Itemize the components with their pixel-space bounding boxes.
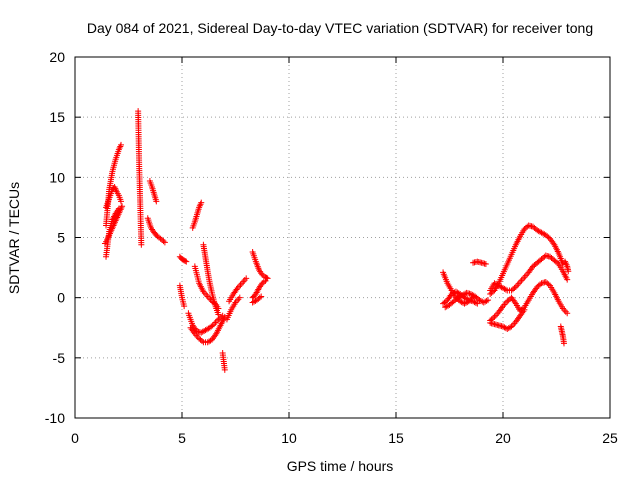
data-point-interp xyxy=(483,297,490,304)
y-tick-label: -5 xyxy=(53,350,66,366)
data-point xyxy=(564,276,571,283)
data-point-interp xyxy=(545,281,552,288)
data-point xyxy=(485,297,492,304)
x-tick-label: 0 xyxy=(71,430,79,446)
data-point-interp xyxy=(198,337,205,344)
data-point xyxy=(161,239,168,246)
y-axis-label: SDTVAR / TECUs xyxy=(6,182,22,294)
data-point-interp xyxy=(511,285,518,292)
y-tick-label: -10 xyxy=(45,410,65,426)
data-point-interp xyxy=(472,299,479,306)
x-tick-labels: 0 5 10 15 20 25 xyxy=(71,430,618,446)
data-point xyxy=(236,294,243,301)
x-axis-label: GPS time / hours xyxy=(287,458,394,474)
data-point xyxy=(119,203,126,210)
data-point xyxy=(565,268,572,275)
data-point xyxy=(521,306,528,313)
data-point xyxy=(221,366,228,373)
data-point-interp xyxy=(218,313,225,320)
x-tick-label: 10 xyxy=(281,430,297,446)
y-tick-label: 5 xyxy=(57,230,65,246)
data-point-interp xyxy=(256,294,263,301)
data-point-interp xyxy=(502,286,509,293)
data-point xyxy=(474,300,481,307)
y-tick-label: 0 xyxy=(57,290,65,306)
x-tick-label: 25 xyxy=(602,430,618,446)
data-point xyxy=(118,141,125,148)
data-point xyxy=(564,310,571,317)
y-tick-label: 15 xyxy=(49,109,65,125)
axis-ticks xyxy=(74,56,611,419)
data-point-interp xyxy=(182,257,189,264)
data-point xyxy=(198,199,205,206)
data-point xyxy=(262,277,269,284)
data-point-interp xyxy=(160,238,167,245)
data-point xyxy=(115,205,122,212)
data-point-interp xyxy=(263,274,270,281)
data-point xyxy=(118,198,125,205)
data-point-interp xyxy=(490,288,497,295)
data-point xyxy=(482,260,489,267)
data-point xyxy=(153,198,160,205)
data-point-interp xyxy=(554,259,561,266)
chart-title: Day 084 of 2021, Sidereal Day-to-day VTE… xyxy=(87,20,593,36)
data-points xyxy=(101,108,572,373)
data-point xyxy=(181,303,188,310)
x-tick-label: 15 xyxy=(388,430,404,446)
x-tick-label: 5 xyxy=(178,430,186,446)
data-point-interp xyxy=(464,296,471,303)
grid-lines xyxy=(75,57,610,418)
y-tick-label: 10 xyxy=(49,169,65,185)
y-tick-labels: -10 -5 0 5 10 15 20 xyxy=(45,49,65,426)
data-point-interp xyxy=(490,315,497,322)
data-point xyxy=(183,258,190,265)
data-point xyxy=(219,312,226,319)
data-point xyxy=(243,275,250,282)
data-point-interp xyxy=(209,322,216,329)
y-tick-label: 20 xyxy=(49,49,65,65)
x-tick-label: 20 xyxy=(495,430,511,446)
data-point xyxy=(560,340,567,347)
data-point xyxy=(138,241,145,248)
data-point xyxy=(258,293,265,300)
